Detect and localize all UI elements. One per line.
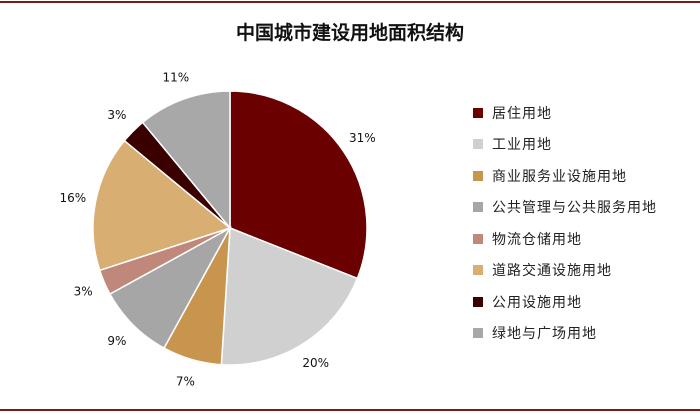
pie-slice-1 <box>229 90 368 280</box>
legend-label: 商业服务业设施用地 <box>492 168 627 185</box>
slice-label-1: 31% <box>349 131 376 145</box>
legend-swatch <box>473 139 483 150</box>
legend-label: 居住用地 <box>492 105 552 122</box>
legend-swatch <box>473 107 483 118</box>
slice-label-5: 3% <box>74 285 93 299</box>
slice-label-6: 16% <box>59 191 86 205</box>
chart-title: 中国城市建设用地面积结构 <box>235 22 464 44</box>
slice-label-2: 20% <box>302 356 329 370</box>
legend: 居住用地工业用地商业服务业设施用地公共管理与公共服务用地 物流仓储用地道路交通设施… <box>473 97 698 349</box>
bottom-rule <box>0 409 700 411</box>
legend-item: 公用设施用地 <box>473 286 698 318</box>
legend-item: 居住用地 <box>473 97 698 129</box>
legend-item: 道路交通设施用地 <box>473 255 698 287</box>
legend-label: 道路交通设施用地 <box>492 263 612 280</box>
top-rule <box>0 1 700 3</box>
slice-label-7: 3% <box>107 108 126 122</box>
legend-item: 公共管理与公共服务用地 <box>473 192 698 224</box>
legend-label: 物流仓储用地 <box>492 231 582 248</box>
slice-label-4: 9% <box>107 334 126 348</box>
pie-slice-2 <box>220 226 359 366</box>
legend-label: 公用设施用地 <box>492 294 582 311</box>
legend-swatch <box>473 233 483 244</box>
legend-label: 工业用地 <box>492 137 552 154</box>
pie-slice-6 <box>92 139 232 272</box>
legend-swatch <box>473 296 483 307</box>
legend-item: 商业服务业设施用地 <box>473 160 698 192</box>
slice-label-8: 11% <box>162 71 189 85</box>
legend-label: 公共管理与公共服务用地 <box>492 200 657 217</box>
legend-swatch <box>473 170 483 181</box>
slice-label-3: 7% <box>176 375 195 389</box>
legend-swatch <box>473 202 483 213</box>
legend-label: 绿地与广场用地 <box>492 326 597 343</box>
legend-item: 绿地与广场用地 <box>473 318 698 350</box>
pie-slice-8 <box>141 90 231 231</box>
legend-item: 物流仓储用地 <box>473 223 698 255</box>
legend-swatch <box>473 265 483 276</box>
legend-swatch <box>473 328 483 339</box>
legend-item: 工业用地 <box>473 129 698 161</box>
